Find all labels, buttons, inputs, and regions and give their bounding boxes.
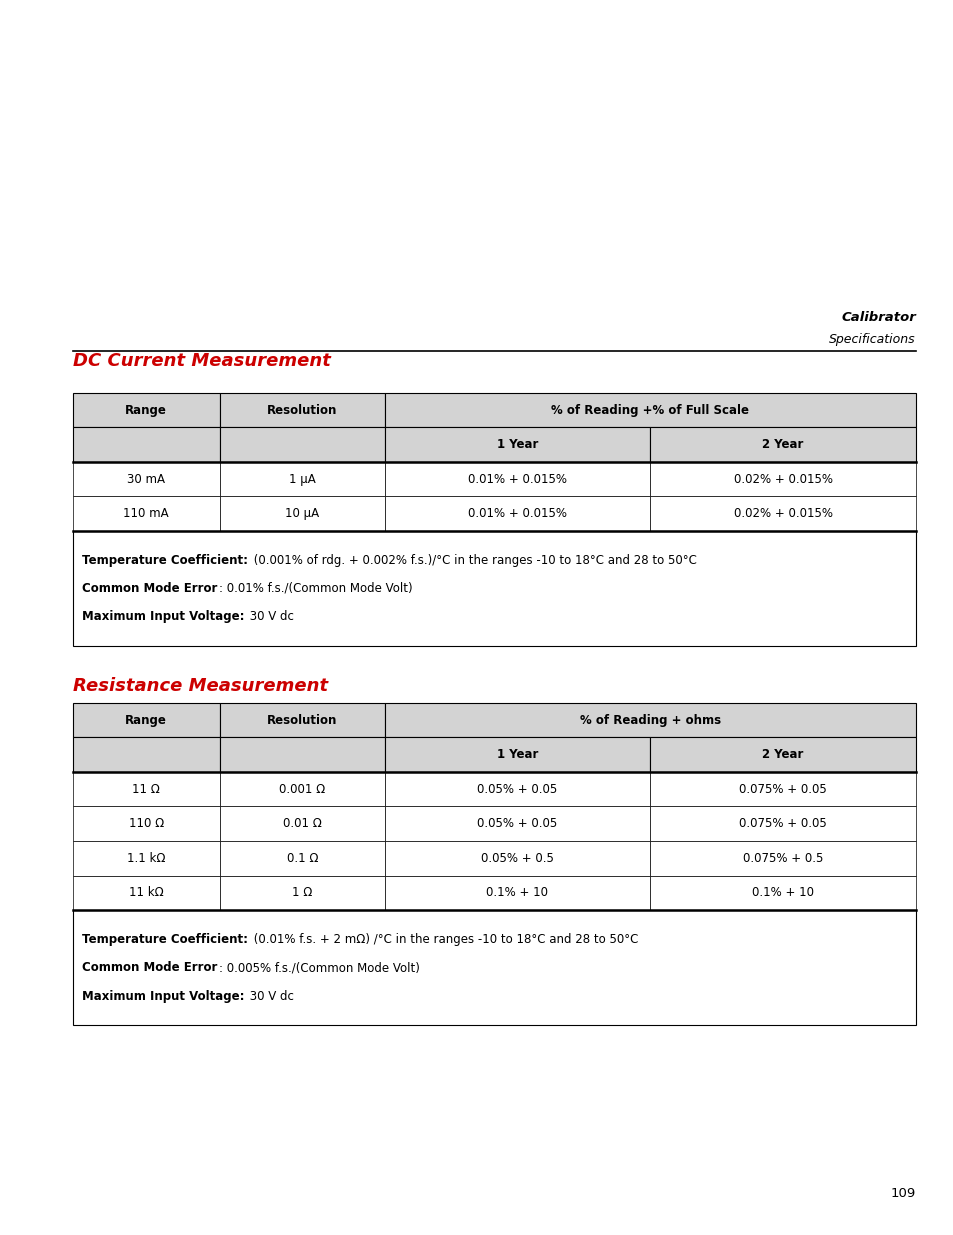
Text: : 0.01% f.s./(Common Mode Volt): : 0.01% f.s./(Common Mode Volt): [219, 582, 413, 595]
Text: 0.1% + 10: 0.1% + 10: [751, 887, 813, 899]
Bar: [384, 462, 650, 496]
Text: 0.02% + 0.015%: 0.02% + 0.015%: [733, 508, 832, 520]
Text: Maximum Input Voltage:: Maximum Input Voltage:: [82, 989, 244, 1003]
Text: 0.05% + 0.05: 0.05% + 0.05: [476, 783, 557, 795]
Text: 0.075% + 0.5: 0.075% + 0.5: [742, 852, 822, 864]
Bar: [72, 703, 220, 737]
Bar: [220, 806, 384, 841]
Text: 0.05% + 0.05: 0.05% + 0.05: [476, 818, 557, 830]
Bar: [650, 841, 915, 876]
Bar: [220, 703, 384, 737]
Text: 10 μA: 10 μA: [285, 508, 319, 520]
Text: Resistance Measurement: Resistance Measurement: [72, 677, 327, 695]
Text: 0.1% + 10: 0.1% + 10: [486, 887, 548, 899]
Bar: [220, 841, 384, 876]
Text: % of Reading + ohms: % of Reading + ohms: [579, 714, 720, 726]
Bar: [72, 462, 220, 496]
Bar: [384, 427, 650, 462]
Text: Range: Range: [125, 404, 167, 416]
Text: 1.1 kΩ: 1.1 kΩ: [127, 852, 166, 864]
Bar: [220, 737, 384, 772]
Bar: [72, 737, 220, 772]
Bar: [72, 772, 220, 806]
Text: Specifications: Specifications: [828, 332, 915, 346]
Text: (0.01% f.s. + 2 mΩ) /°C in the ranges -10 to 18°C and 28 to 50°C: (0.01% f.s. + 2 mΩ) /°C in the ranges -1…: [250, 932, 638, 946]
Text: 0.075% + 0.05: 0.075% + 0.05: [739, 783, 826, 795]
Bar: [384, 772, 650, 806]
Bar: [220, 393, 384, 427]
Bar: [650, 462, 915, 496]
Text: 0.01% + 0.015%: 0.01% + 0.015%: [467, 473, 566, 485]
Text: Common Mode Error: Common Mode Error: [82, 582, 217, 595]
Text: (0.001% of rdg. + 0.002% f.s.)/°C in the ranges -10 to 18°C and 28 to 50°C: (0.001% of rdg. + 0.002% f.s.)/°C in the…: [250, 553, 696, 567]
Bar: [220, 427, 384, 462]
Bar: [384, 876, 650, 910]
Bar: [384, 841, 650, 876]
Bar: [384, 703, 915, 737]
Bar: [72, 427, 220, 462]
Bar: [220, 772, 384, 806]
Bar: [72, 496, 220, 531]
Text: 109: 109: [890, 1187, 915, 1200]
Text: Resolution: Resolution: [267, 404, 337, 416]
Text: 30 mA: 30 mA: [127, 473, 165, 485]
Bar: [650, 876, 915, 910]
Text: DC Current Measurement: DC Current Measurement: [72, 352, 330, 370]
Text: 0.01 Ω: 0.01 Ω: [283, 818, 321, 830]
Text: 0.075% + 0.05: 0.075% + 0.05: [739, 818, 826, 830]
Text: 1 μA: 1 μA: [289, 473, 315, 485]
Text: 1 Ω: 1 Ω: [292, 887, 313, 899]
Text: 2 Year: 2 Year: [761, 748, 802, 761]
Bar: [220, 876, 384, 910]
Bar: [384, 737, 650, 772]
Text: 11 kΩ: 11 kΩ: [129, 887, 164, 899]
Bar: [384, 496, 650, 531]
Text: 1 Year: 1 Year: [497, 748, 537, 761]
Bar: [384, 393, 915, 427]
Text: Range: Range: [125, 714, 167, 726]
Bar: [650, 496, 915, 531]
Bar: [650, 806, 915, 841]
Text: 1 Year: 1 Year: [497, 438, 537, 451]
Bar: [72, 876, 220, 910]
Bar: [220, 496, 384, 531]
Text: 0.02% + 0.015%: 0.02% + 0.015%: [733, 473, 832, 485]
Text: Common Mode Error: Common Mode Error: [82, 961, 217, 974]
Text: Temperature Coefficient:: Temperature Coefficient:: [82, 932, 248, 946]
Text: Temperature Coefficient:: Temperature Coefficient:: [82, 553, 248, 567]
Text: 11 Ω: 11 Ω: [132, 783, 160, 795]
Text: Calibrator: Calibrator: [841, 310, 915, 324]
Text: 0.001 Ω: 0.001 Ω: [279, 783, 325, 795]
Text: 0.01% + 0.015%: 0.01% + 0.015%: [467, 508, 566, 520]
Bar: [220, 462, 384, 496]
Bar: [650, 737, 915, 772]
Text: : 0.005% f.s./(Common Mode Volt): : 0.005% f.s./(Common Mode Volt): [219, 961, 419, 974]
Text: % of Reading +% of Full Scale: % of Reading +% of Full Scale: [551, 404, 748, 416]
Bar: [72, 806, 220, 841]
Text: Maximum Input Voltage:: Maximum Input Voltage:: [82, 610, 244, 624]
Text: 30 V dc: 30 V dc: [246, 610, 294, 624]
Bar: [650, 772, 915, 806]
Bar: [72, 841, 220, 876]
Text: 0.1 Ω: 0.1 Ω: [286, 852, 317, 864]
Text: 110 Ω: 110 Ω: [129, 818, 164, 830]
Bar: [72, 910, 915, 1025]
Text: 30 V dc: 30 V dc: [246, 989, 294, 1003]
Bar: [72, 531, 915, 646]
Text: 110 mA: 110 mA: [123, 508, 169, 520]
Text: Resolution: Resolution: [267, 714, 337, 726]
Bar: [384, 806, 650, 841]
Bar: [72, 393, 220, 427]
Text: 2 Year: 2 Year: [761, 438, 802, 451]
Bar: [650, 427, 915, 462]
Text: 0.05% + 0.5: 0.05% + 0.5: [480, 852, 554, 864]
